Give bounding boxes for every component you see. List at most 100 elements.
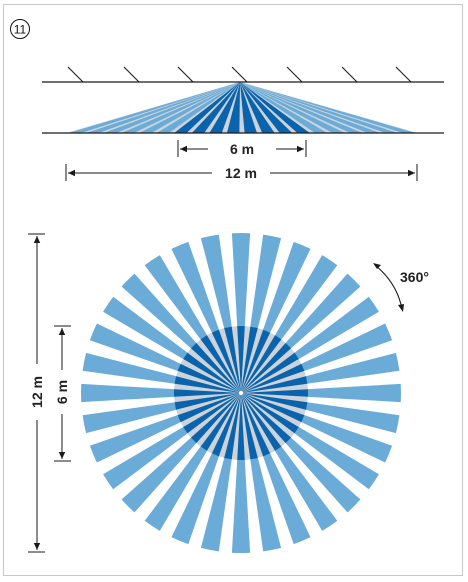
side-fan-wedge [240, 82, 345, 133]
outer-detection-wedge [200, 234, 232, 330]
inner-detection-wedge [241, 393, 299, 434]
outer-detection-wedge [144, 255, 208, 341]
inner-detection-wedge [241, 393, 271, 457]
side-fan-wedge [174, 82, 240, 133]
outer-detection-wedge [89, 323, 182, 372]
side-view-detection-fan [66, 82, 418, 133]
inner-detection-wedge [191, 343, 241, 393]
outer-detection-wedge [262, 452, 311, 545]
hatch-mark [67, 66, 84, 83]
inner-detection-wedge [183, 393, 241, 434]
inner-detection-wedge [183, 352, 241, 393]
side-fan-wedge [156, 82, 240, 133]
side-fan-wedge [103, 82, 240, 133]
plan-view: 360° 12 m 6 m [28, 233, 429, 553]
inner-detection-wedge [241, 329, 271, 393]
side-fan-wedge [240, 82, 310, 133]
plan-inner-dimension: 6 m [54, 325, 71, 462]
outer-detection-wedge [231, 458, 251, 553]
side-fan-wedge [240, 82, 363, 133]
inner-detection-wedge [224, 393, 241, 460]
outer-detection-wedge [304, 402, 400, 434]
outer-detection-wedge [121, 436, 198, 513]
outer-detection-wedge [300, 414, 393, 463]
arrowhead [33, 236, 41, 243]
outer-detection-wedge [200, 456, 232, 552]
inner-detection-wedge [241, 393, 282, 451]
side-fan-wedge [240, 82, 328, 133]
inner-detection-wedge [177, 363, 241, 393]
side-fan-wedge [240, 82, 275, 133]
inner-detection-wedge [241, 389, 309, 397]
hatch-mark [123, 66, 140, 83]
figure-number-text: 11 [14, 23, 27, 37]
outer-detection-wedge [300, 323, 393, 372]
inner-detection-wedge [191, 393, 241, 443]
rotation-arc [374, 264, 403, 310]
outer-detection-wedge [250, 234, 282, 330]
outer-detection-wedge [274, 445, 338, 531]
plan-view-detection-fan [81, 233, 401, 553]
hatch-mark [231, 66, 248, 83]
inner-detection-wedge [241, 352, 299, 393]
inner-detection-wedge [173, 389, 241, 397]
inner-detection-wedge [237, 325, 245, 393]
inner-detection-wedge [241, 326, 258, 393]
inner-detection-wedge [241, 363, 305, 393]
plan-outer-dimension: 12 m [28, 233, 45, 553]
arrowhead [398, 304, 404, 312]
plan-inner-dimension-label: 6 m [54, 380, 70, 404]
rotation-label: 360° [400, 269, 429, 285]
arrowhead [297, 145, 304, 153]
figure-number-badge: 11 [10, 19, 30, 39]
inner-detection-wedge [241, 393, 291, 443]
ceiling-hatching [67, 66, 412, 83]
side-fan-wedge [191, 82, 240, 133]
inner-detection-wedge [200, 393, 241, 451]
side-outer-dimension-label: 12 m [225, 165, 257, 181]
inner-detection-wedge [211, 329, 241, 393]
arrowhead [373, 263, 381, 269]
inner-detection-wedge [241, 376, 308, 393]
side-fan-wedge [139, 82, 240, 133]
side-fan-wedge [209, 82, 240, 133]
inner-detection-wedge [241, 393, 305, 423]
plan-outer-dimension-label: 12 m [29, 376, 45, 408]
side-fan-wedge [86, 82, 240, 133]
inner-detection-wedge [241, 393, 258, 460]
inner-detection-wedge [241, 335, 282, 393]
outer-detection-wedge [231, 233, 251, 328]
outer-detection-wedge [121, 273, 198, 350]
inner-detection-wedge [200, 335, 241, 393]
side-view: 6 m 12 m [42, 66, 444, 181]
diagram-frame [3, 4, 463, 576]
inner-detection-wedge [224, 326, 241, 393]
side-fan-wedge [240, 82, 398, 133]
side-inner-dimension: 6 m [177, 140, 307, 157]
inner-detection-wedge [241, 343, 291, 393]
arrowhead [408, 169, 415, 177]
outer-detection-wedge [103, 296, 189, 360]
side-fan-wedge [240, 82, 381, 133]
outer-detection-wedge [144, 445, 208, 531]
inner-detection-wedge [174, 376, 241, 393]
outer-detection-wedge [293, 296, 379, 360]
inner-detection-wedge [211, 393, 241, 457]
hatch-mark [395, 66, 412, 83]
outer-detection-wedge [81, 383, 176, 403]
sensor-center-dot [239, 391, 243, 395]
outer-detection-wedge [250, 456, 282, 552]
side-outer-dimension: 12 m [65, 164, 418, 181]
outer-detection-wedge [306, 383, 401, 403]
side-fan-wedge [227, 82, 240, 133]
outer-detection-wedge [304, 352, 400, 384]
inner-detection-wedge [241, 393, 308, 410]
side-fan-wedge [240, 82, 293, 133]
outer-detection-wedge [293, 426, 379, 490]
side-inner-dimension-label: 6 m [230, 141, 254, 157]
outer-detection-wedge [103, 426, 189, 490]
side-fan-wedge [240, 82, 416, 133]
rotation-indicator: 360° [373, 263, 429, 312]
